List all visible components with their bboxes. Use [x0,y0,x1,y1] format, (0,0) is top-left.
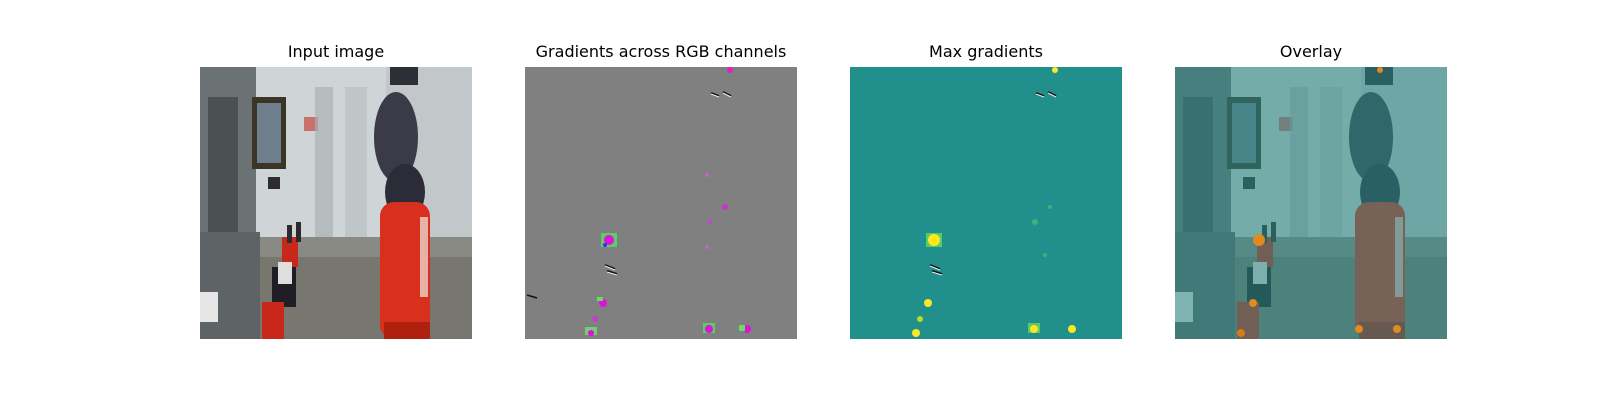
panel-title: Gradients across RGB channels [535,42,787,61]
input-photo [200,67,472,339]
panel-title: Overlay [1279,42,1343,61]
panel-rgb-gradients: Gradients across RGB channels [525,40,797,339]
panel-max-gradients: Max gradients [850,40,1122,339]
max-gradient-heatmap [850,67,1122,339]
rgb-gradient-map [525,67,797,339]
overlay-composite [1175,67,1447,339]
rgb-gradients-image [525,67,797,339]
input-image [200,67,472,339]
panel-input-image: Input image [200,40,472,339]
overlay-image [1175,67,1447,339]
panel-overlay: Overlay [1175,40,1447,339]
panel-title: Max gradients [929,42,1043,61]
max-gradients-image [850,67,1122,339]
panel-title: Input image [287,42,385,61]
